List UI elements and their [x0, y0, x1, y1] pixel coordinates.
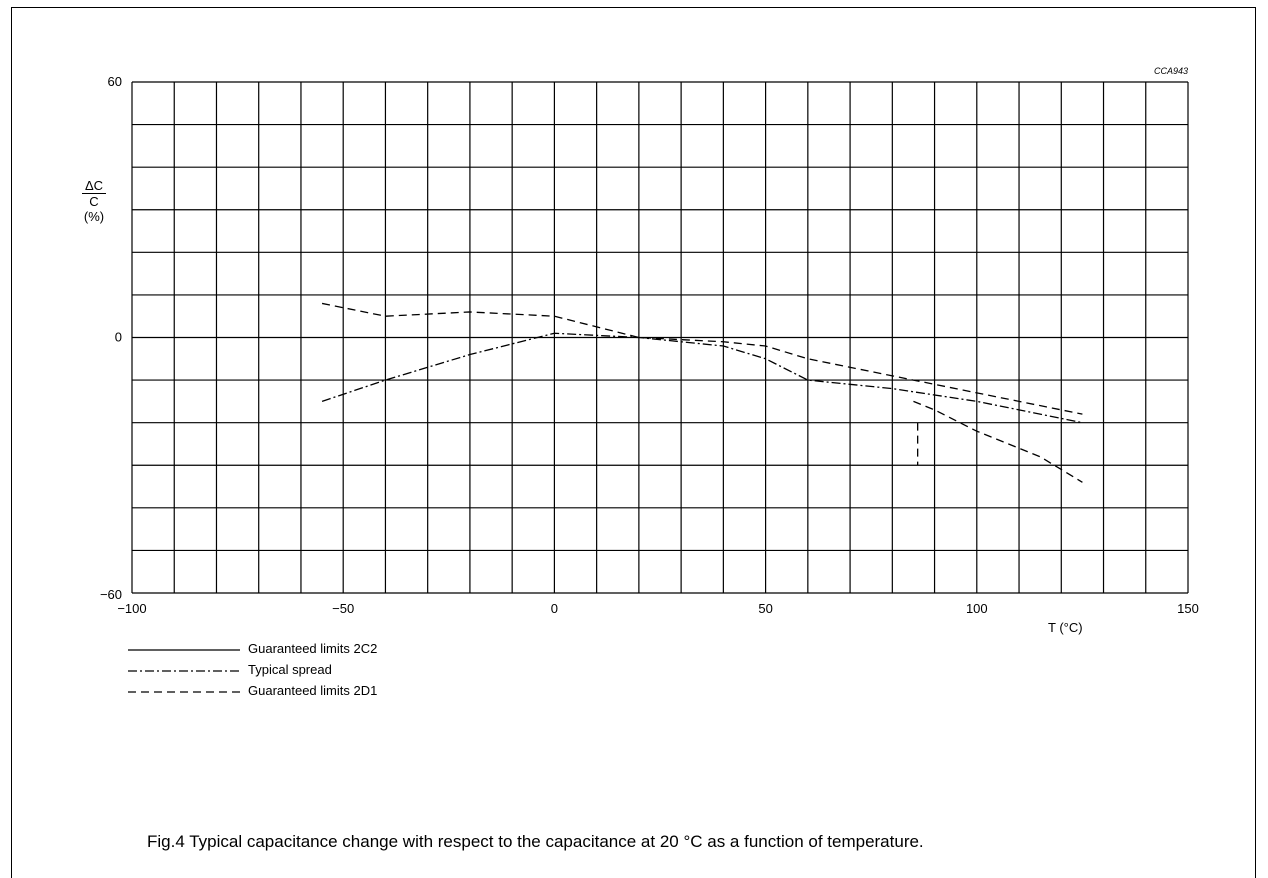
figure-frame [11, 7, 1256, 878]
y-axis-label: ΔC C (%) [82, 178, 106, 224]
legend-label-2d1: Guaranteed limits 2D1 [248, 683, 378, 698]
figure-caption: Fig.4 Typical capacitance change with re… [147, 832, 924, 851]
series-line-2-branch [913, 400, 1083, 483]
legend-label-typical: Typical spread [248, 662, 332, 677]
legend-label-2c2: Guaranteed limits 2C2 [248, 641, 378, 656]
y-tick-label: −60 [100, 587, 122, 602]
legend-solid-swatch [128, 649, 240, 651]
x-tick-label: −50 [332, 601, 354, 616]
y-axis-label-unit: (%) [83, 209, 105, 224]
legend-dashed-swatch [128, 691, 240, 693]
x-axis-label: T (°C) [1048, 620, 1083, 635]
y-tick-label: 0 [115, 330, 122, 345]
y-axis-label-numerator: ΔC [82, 178, 106, 194]
x-tick-label: −100 [117, 601, 146, 616]
legend-dashdot-swatch [128, 670, 240, 672]
series-line-1 [321, 332, 1083, 424]
x-tick-label: 100 [966, 601, 988, 616]
y-axis-label-denominator: C [89, 194, 99, 209]
series-line-2 [321, 302, 1083, 415]
x-tick-label: 50 [758, 601, 772, 616]
x-tick-label: 150 [1177, 601, 1199, 616]
y-tick-label: 60 [108, 74, 122, 89]
figure-id: CCA943 [1154, 66, 1188, 76]
x-tick-label: 0 [551, 601, 558, 616]
